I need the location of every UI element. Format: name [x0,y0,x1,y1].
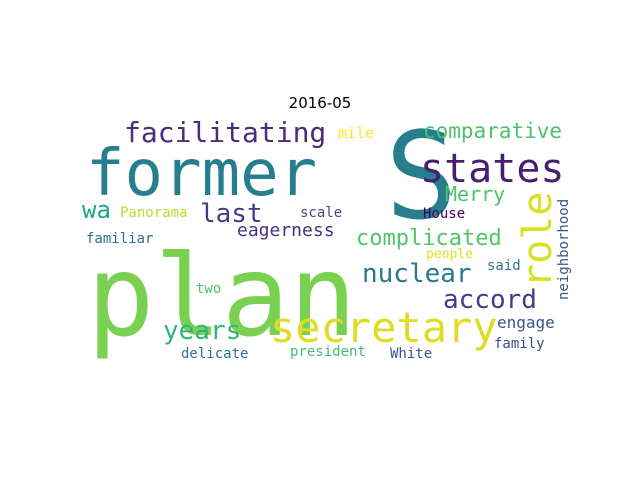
word-years: years [163,316,241,346]
word-panorama: Panorama [120,205,187,221]
word-people: people [426,247,473,262]
word-engage: engage [497,313,555,332]
word-delicate: delicate [181,346,248,362]
word-neighborhood: neighborhood [556,199,572,300]
word-states: states [420,146,565,192]
word-comparative: comparative [423,119,562,143]
word-last: last [200,199,263,229]
word-house: House [423,206,465,222]
word-white: White [390,346,432,362]
chart-title: 2016-05 [288,94,352,112]
word-said: said [487,258,521,274]
word-two: two [196,281,221,297]
word-familiar: familiar [86,231,153,247]
word-merry: Merry [445,182,505,206]
word-s: S [385,108,457,247]
word-role: role [515,192,561,288]
word-wa: wa [82,196,111,224]
word-mile: mile [338,124,374,142]
word-complicated: complicated [356,226,502,251]
word-accord: accord [443,285,537,315]
word-plan: plan [87,232,357,362]
word-scale: scale [300,205,342,221]
word-nuclear: nuclear [362,259,472,289]
word-eagerness: eagerness [237,220,335,241]
word-former: former [86,137,317,211]
word-facilitating: facilitating [124,116,326,149]
word-secretary: secretary [270,303,498,352]
word-family: family [494,336,545,352]
word-president: president [290,344,366,360]
